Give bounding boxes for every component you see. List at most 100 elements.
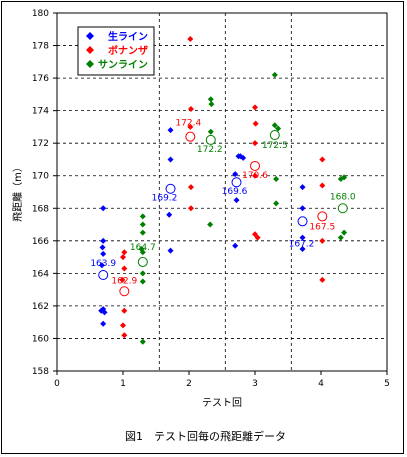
- data-point: [167, 156, 174, 163]
- data-point: [341, 174, 348, 181]
- data-point: [139, 249, 146, 256]
- average-layer: 163.9 162.9 164.7 169.2 172.4 172.2 169.6 170.6…: [90, 119, 356, 297]
- x-axis-label: テスト回: [202, 397, 242, 409]
- data-point: [119, 276, 126, 283]
- average-label: 169.2: [152, 194, 178, 204]
- average-marker: [98, 269, 109, 280]
- data-point: [207, 96, 214, 103]
- data-point: [299, 234, 306, 241]
- legend-label: サンライン: [98, 59, 148, 71]
- y-tick-label: 162: [32, 302, 49, 312]
- data-point: [275, 125, 282, 132]
- average-marker: [231, 177, 242, 188]
- data-point: [319, 156, 326, 163]
- data-point: [232, 242, 239, 249]
- data-point: [252, 104, 258, 111]
- data-point: [166, 211, 173, 218]
- average-marker: [205, 134, 216, 145]
- data-point: [121, 249, 128, 256]
- data-point: [139, 213, 146, 220]
- average-marker: [119, 286, 130, 297]
- legend-marker: [86, 60, 94, 68]
- data-point: [187, 106, 194, 113]
- data-point: [252, 172, 258, 179]
- data-point: [139, 270, 146, 277]
- y-tick-label: 176: [32, 74, 49, 84]
- average-label: 170.6: [242, 171, 268, 181]
- x-tick-label: 3: [252, 379, 258, 389]
- data-point: [319, 237, 326, 244]
- average-label: 164.7: [130, 243, 156, 253]
- data-point: [207, 128, 214, 135]
- average-label: 167.5: [309, 222, 335, 232]
- y-tick-label: 168: [32, 204, 49, 214]
- data-point: [341, 229, 348, 236]
- data-point: [273, 175, 280, 182]
- figure-caption: 図1 テスト回毎の飛距離データ: [125, 430, 286, 443]
- data-point: [167, 247, 174, 254]
- y-tick-label: 172: [32, 139, 49, 149]
- legend-marker: [86, 46, 94, 54]
- legend-label: ボナンザ: [108, 44, 148, 57]
- average-label: 172.5: [262, 141, 288, 151]
- data-point: [271, 71, 278, 78]
- data-point: [299, 205, 306, 212]
- data-point: [139, 338, 146, 345]
- data-point: [139, 221, 146, 228]
- data-point: [240, 154, 247, 161]
- average-label: 172.4: [175, 119, 201, 129]
- average-marker: [337, 203, 348, 214]
- x-tick-label: 0: [54, 379, 60, 389]
- x-tick-label: 4: [318, 379, 324, 389]
- data-point: [100, 250, 107, 257]
- legend-marker: [86, 32, 94, 40]
- data-point: [273, 200, 280, 207]
- average-marker: [185, 131, 196, 142]
- average-marker: [165, 183, 176, 194]
- data-point: [187, 36, 194, 43]
- data-point: [100, 205, 107, 212]
- data-point: [337, 234, 344, 241]
- data-point: [319, 182, 326, 189]
- grid-layer: [57, 45, 387, 339]
- y-tick-label: 180: [32, 9, 49, 19]
- average-label: 168.0: [330, 192, 356, 202]
- data-point: [121, 332, 128, 339]
- data-point: [121, 307, 128, 314]
- data-point: [100, 237, 107, 244]
- y-axis-label: 飛距離（m）: [11, 162, 24, 222]
- data-point: [207, 221, 214, 228]
- x-tick-label: 5: [384, 379, 390, 389]
- data-point: [208, 101, 215, 108]
- x-axis-ticks: 0 1 2 3 4 5: [54, 371, 390, 389]
- average-marker: [317, 211, 328, 222]
- data-point: [98, 262, 105, 269]
- data-point: [187, 205, 194, 212]
- y-tick-label: 174: [32, 107, 49, 117]
- average-label: 167.2: [289, 239, 315, 249]
- y-axis-ticks: 158 160 162 164 166 168 170 172 174 176 178 180: [32, 9, 57, 377]
- data-point: [232, 171, 239, 178]
- y-tick-label: 170: [32, 172, 49, 182]
- data-point: [233, 197, 240, 204]
- average-marker: [137, 256, 148, 267]
- average-marker: [269, 130, 280, 141]
- y-tick-label: 160: [32, 334, 49, 344]
- average-label: 162.9: [111, 276, 137, 286]
- data-point: [299, 245, 306, 252]
- y-tick-label: 178: [32, 42, 49, 52]
- y-tick-label: 166: [32, 237, 49, 247]
- data-point: [167, 127, 174, 134]
- y-tick-label: 158: [32, 367, 49, 377]
- data-point: [139, 229, 146, 236]
- x-tick-label: 1: [120, 379, 126, 389]
- data-point: [252, 140, 258, 147]
- data-point: [319, 276, 326, 283]
- points-layer: [98, 36, 348, 345]
- average-marker: [297, 216, 308, 227]
- data-point: [121, 265, 128, 272]
- data-point: [254, 234, 261, 241]
- average-label: 169.6: [222, 187, 248, 197]
- data-point: [252, 120, 259, 127]
